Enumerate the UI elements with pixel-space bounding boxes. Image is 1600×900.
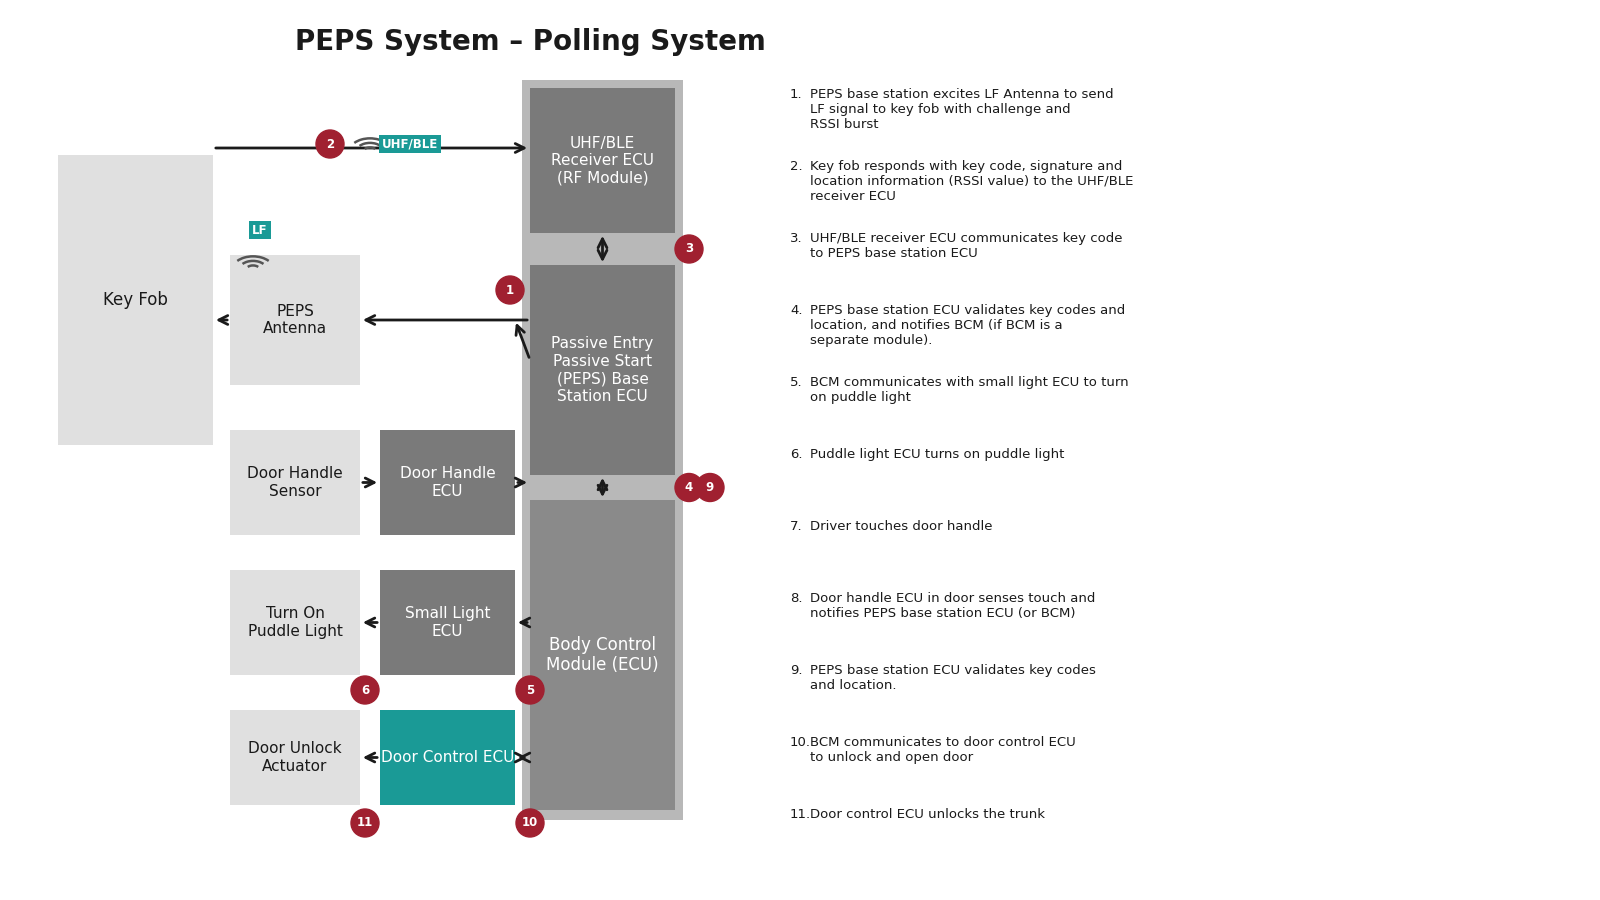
Text: PEPS System – Polling System: PEPS System – Polling System bbox=[294, 28, 765, 56]
FancyBboxPatch shape bbox=[522, 80, 683, 820]
Text: 7.: 7. bbox=[790, 520, 803, 533]
Text: 1: 1 bbox=[506, 284, 514, 296]
FancyBboxPatch shape bbox=[530, 265, 675, 475]
Text: 3.: 3. bbox=[790, 232, 803, 245]
Text: 10.: 10. bbox=[790, 736, 811, 749]
Text: Door Handle
ECU: Door Handle ECU bbox=[400, 466, 496, 499]
Text: Passive Entry
Passive Start
(PEPS) Base
Station ECU: Passive Entry Passive Start (PEPS) Base … bbox=[552, 337, 654, 403]
Text: PEPS base station ECU validates key codes
and location.: PEPS base station ECU validates key code… bbox=[810, 664, 1096, 692]
Text: 10: 10 bbox=[522, 816, 538, 830]
Text: BCM communicates with small light ECU to turn
on puddle light: BCM communicates with small light ECU to… bbox=[810, 376, 1128, 404]
FancyBboxPatch shape bbox=[230, 255, 360, 385]
Text: Small Light
ECU: Small Light ECU bbox=[405, 607, 490, 639]
Text: 4.: 4. bbox=[790, 304, 803, 317]
Text: 4: 4 bbox=[685, 481, 693, 494]
Text: Door handle ECU in door senses touch and
notifies PEPS base station ECU (or BCM): Door handle ECU in door senses touch and… bbox=[810, 592, 1096, 620]
Circle shape bbox=[515, 676, 544, 704]
Text: UHF/BLE receiver ECU communicates key code
to PEPS base station ECU: UHF/BLE receiver ECU communicates key co… bbox=[810, 232, 1123, 260]
Text: PEPS base station excites LF Antenna to send
LF signal to key fob with challenge: PEPS base station excites LF Antenna to … bbox=[810, 88, 1114, 131]
Text: Body Control
Module (ECU): Body Control Module (ECU) bbox=[546, 635, 659, 674]
Text: 8.: 8. bbox=[790, 592, 803, 605]
FancyBboxPatch shape bbox=[381, 570, 515, 675]
Circle shape bbox=[350, 809, 379, 837]
Circle shape bbox=[317, 130, 344, 158]
Text: Key fob responds with key code, signature and
location information (RSSI value) : Key fob responds with key code, signatur… bbox=[810, 160, 1133, 203]
Text: Door Control ECU: Door Control ECU bbox=[381, 750, 514, 765]
Text: 5: 5 bbox=[526, 683, 534, 697]
Text: UHF/BLE
Receiver ECU
(RF Module): UHF/BLE Receiver ECU (RF Module) bbox=[550, 136, 654, 185]
Text: 6.: 6. bbox=[790, 448, 803, 461]
FancyBboxPatch shape bbox=[230, 570, 360, 675]
Text: 3: 3 bbox=[685, 242, 693, 256]
FancyBboxPatch shape bbox=[230, 710, 360, 805]
Text: Turn On
Puddle Light: Turn On Puddle Light bbox=[248, 607, 342, 639]
Text: Key Fob: Key Fob bbox=[102, 291, 168, 309]
Text: Door Unlock
Actuator: Door Unlock Actuator bbox=[248, 742, 342, 774]
FancyBboxPatch shape bbox=[381, 710, 515, 805]
Text: PEPS
Antenna: PEPS Antenna bbox=[262, 304, 326, 337]
Text: 11.: 11. bbox=[790, 808, 811, 821]
Circle shape bbox=[696, 473, 723, 501]
FancyBboxPatch shape bbox=[381, 430, 515, 535]
Text: LF: LF bbox=[253, 223, 267, 237]
Text: 9: 9 bbox=[706, 481, 714, 494]
Text: 2: 2 bbox=[326, 138, 334, 150]
FancyBboxPatch shape bbox=[58, 155, 213, 445]
FancyBboxPatch shape bbox=[230, 430, 360, 535]
Circle shape bbox=[675, 235, 702, 263]
Text: 1.: 1. bbox=[790, 88, 803, 101]
Text: Puddle light ECU turns on puddle light: Puddle light ECU turns on puddle light bbox=[810, 448, 1064, 461]
Text: 5.: 5. bbox=[790, 376, 803, 389]
Text: 11: 11 bbox=[357, 816, 373, 830]
Circle shape bbox=[675, 473, 702, 501]
Text: UHF/BLE: UHF/BLE bbox=[382, 138, 438, 150]
Text: BCM communicates to door control ECU
to unlock and open door: BCM communicates to door control ECU to … bbox=[810, 736, 1075, 764]
FancyBboxPatch shape bbox=[530, 500, 675, 810]
Text: Door Handle
Sensor: Door Handle Sensor bbox=[246, 466, 342, 499]
Text: Door control ECU unlocks the trunk: Door control ECU unlocks the trunk bbox=[810, 808, 1045, 821]
Text: 6: 6 bbox=[362, 683, 370, 697]
Circle shape bbox=[496, 276, 525, 304]
FancyBboxPatch shape bbox=[530, 88, 675, 233]
Text: 2.: 2. bbox=[790, 160, 803, 173]
Text: 9.: 9. bbox=[790, 664, 803, 677]
Text: PEPS base station ECU validates key codes and
location, and notifies BCM (if BCM: PEPS base station ECU validates key code… bbox=[810, 304, 1125, 347]
Circle shape bbox=[350, 676, 379, 704]
Circle shape bbox=[515, 809, 544, 837]
Text: Driver touches door handle: Driver touches door handle bbox=[810, 520, 992, 533]
